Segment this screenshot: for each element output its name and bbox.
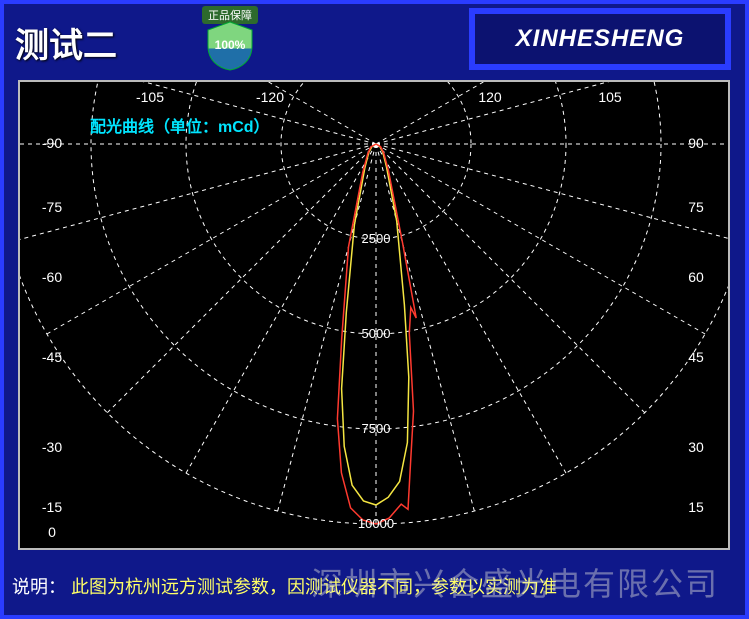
angle-label-right: 45 (688, 349, 704, 365)
watermark-text: 深圳市兴合盛光电有限公司 (311, 559, 719, 605)
polar-chart: -105 -120 120 105 -90 -75 -60 -45 -30 -15 0 90 75 60 4… (20, 82, 728, 548)
angle-label-top: 105 (598, 89, 622, 105)
page-title: 测试二 (15, 18, 117, 67)
angle-label-right: 60 (688, 269, 704, 285)
angle-label-right: 15 (688, 499, 704, 515)
radial-label: 2500 (362, 231, 391, 246)
footer-label: 说明： (12, 577, 66, 597)
angle-label-right: 30 (688, 439, 704, 455)
curve-yellow (342, 144, 409, 505)
authenticity-shield-icon: 正品保障 100% (190, 4, 270, 84)
angle-label-left: -15 (42, 499, 62, 515)
radial-label: 7500 (362, 421, 391, 436)
angle-label-right: 75 (688, 199, 704, 215)
chart-container: -105 -120 120 105 -90 -75 -60 -45 -30 -15 0 90 75 60 4… (18, 80, 730, 550)
angle-label-left: -75 (42, 199, 62, 215)
angle-label-left: -90 (42, 135, 62, 151)
angle-label-left: -60 (42, 269, 62, 285)
angle-label-right: 90 (688, 135, 704, 151)
radial-label: 5000 (362, 326, 391, 341)
angle-label-left: -30 (42, 439, 62, 455)
angle-label-top: -120 (256, 89, 284, 105)
brand-box: XINHESHENG (469, 8, 731, 70)
chart-inner-title: 配光曲线（单位：mCd） (90, 117, 270, 136)
angle-label-top: 120 (478, 89, 502, 105)
shield-percent-label: 100% (190, 38, 270, 52)
header: 测试二 正品保障 100% XINHESHENG (0, 0, 749, 80)
angle-label-left: 0 (48, 524, 56, 540)
angle-label-top: -105 (136, 89, 164, 105)
angle-label-left: -45 (42, 349, 62, 365)
radial-label: 10000 (358, 516, 394, 531)
brand-text: XINHESHENG (516, 25, 685, 53)
